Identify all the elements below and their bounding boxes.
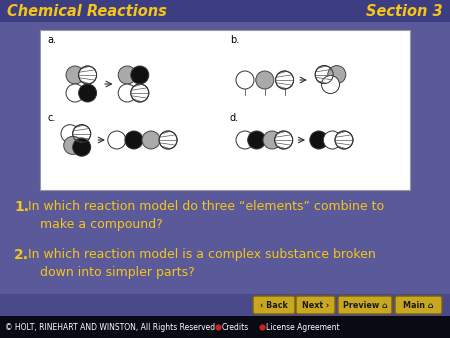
Circle shape [315,66,333,83]
Circle shape [66,66,84,84]
Circle shape [248,131,266,149]
Text: a.: a. [47,35,56,45]
Circle shape [79,84,97,102]
Circle shape [256,71,274,89]
Circle shape [328,66,346,83]
Text: Credits: Credits [222,322,249,332]
Text: b.: b. [230,35,239,45]
Circle shape [236,71,254,89]
Circle shape [79,66,97,84]
Text: d.: d. [230,113,239,123]
Circle shape [64,137,82,154]
Circle shape [66,84,84,102]
Text: Chemical Reactions: Chemical Reactions [7,3,167,19]
Circle shape [142,131,160,149]
Circle shape [159,131,177,149]
Circle shape [274,131,292,149]
Text: © HOLT, RINEHART AND WINSTON, All Rights Reserved: © HOLT, RINEHART AND WINSTON, All Rights… [5,322,215,332]
Text: License Agreement: License Agreement [266,322,340,332]
Text: Section 3: Section 3 [366,3,443,19]
Text: c.: c. [47,113,55,123]
Circle shape [61,125,79,143]
Text: ‹ Back: ‹ Back [260,300,288,310]
Circle shape [118,84,136,102]
Circle shape [263,131,281,149]
FancyBboxPatch shape [338,296,392,314]
Circle shape [118,66,136,84]
Circle shape [131,84,149,102]
Text: Preview ⌂: Preview ⌂ [342,300,387,310]
Bar [0,0,450,22]
Text: In which reaction model do three “elements” combine to
   make a compound?: In which reaction model do three “elemen… [28,200,384,231]
Circle shape [321,75,339,94]
Text: 1.: 1. [14,200,29,214]
FancyBboxPatch shape [395,296,442,314]
Text: In which reaction model is a complex substance broken
   down into simpler parts: In which reaction model is a complex sub… [28,248,376,279]
Circle shape [108,131,126,149]
Circle shape [310,131,328,149]
Circle shape [131,66,149,84]
Circle shape [275,71,293,89]
FancyBboxPatch shape [296,296,335,314]
Circle shape [323,131,341,149]
Text: Next ›: Next › [302,300,329,310]
Bar [0,316,450,338]
Bar [40,30,410,190]
Circle shape [236,131,254,149]
Text: Main ⌂: Main ⌂ [403,300,434,310]
Circle shape [73,138,91,156]
Circle shape [73,125,91,143]
Bar [0,294,450,316]
Circle shape [335,131,353,149]
Text: 2.: 2. [14,248,29,262]
FancyBboxPatch shape [253,296,295,314]
Circle shape [125,131,143,149]
